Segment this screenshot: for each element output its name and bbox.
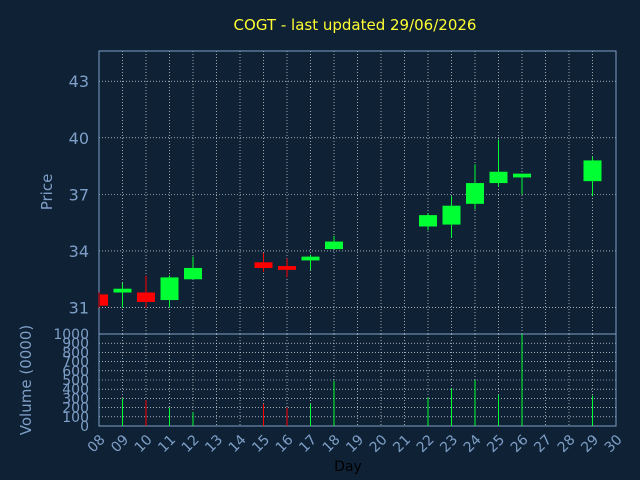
day-tick-label: 15 [249,432,273,456]
day-tick-label: 13 [202,432,226,456]
candle-body [419,215,437,227]
day-tick-label: 25 [484,432,508,456]
day-tick-label: 18 [320,432,344,456]
volume-grid [98,333,617,427]
price-tick-label: 43 [69,72,89,91]
candle-body [100,294,108,306]
volume-tick-label: 600 [62,364,89,380]
day-tick-label: 22 [414,432,438,456]
volume-tick-label: 400 [62,382,89,398]
candles [98,139,602,308]
price-tick-label: 31 [69,299,89,318]
day-tick-label: 08 [85,432,109,456]
candle-body [513,173,531,178]
volume-tick-label: 800 [62,345,89,361]
day-tick-label: 24 [461,432,485,456]
price-tick-label: 37 [69,185,89,204]
volume-tick-label: 100 [62,410,89,426]
candle-body [489,171,508,184]
day-tick-label: 27 [531,432,555,456]
day-tick-label: 29 [578,432,602,456]
day-axis: 08 09 10 11 12 13 14 15 16 17 18 19 20 21 22 23 24 25 26 27… [85,432,626,456]
candle-body [184,267,202,280]
day-tick-label: 10 [132,432,156,456]
candle-body [160,277,179,301]
volume-tick-label: 900 [62,336,89,352]
day-tick-label: 16 [273,432,297,456]
volume-tick-label: 300 [62,391,89,407]
candle-body [254,262,273,268]
price-axis-label: Price [38,174,56,211]
day-tick-label: 12 [179,432,203,456]
day-tick-label: 19 [343,432,367,456]
chart-title: COGT - last updated 29/06/2026 [234,16,477,34]
day-tick-label: 17 [296,432,320,456]
volume-tick-label: 1000 [53,327,89,343]
day-tick-label: 30 [602,432,626,456]
price-tick-label: 40 [69,129,89,148]
day-tick-label: 21 [390,432,414,456]
candle-body [301,256,320,261]
volume-tick-label: 500 [62,373,89,389]
day-axis-label: Day [334,459,362,475]
candle-body [583,160,602,182]
day-tick-label: 23 [437,432,461,456]
day-tick-label: 26 [508,432,532,456]
day-tick-label: 28 [555,432,579,456]
volume-tick-label: 700 [62,355,89,371]
candle-body [113,288,132,293]
candle-body [278,266,296,270]
day-tick-label: 20 [367,432,391,456]
volume-tick-label: 200 [62,401,89,417]
volume-tick-label: 0 [80,419,89,435]
volume-bars [122,334,593,426]
candle-body [466,183,484,204]
price-tick-label: 34 [69,242,89,261]
volume-axis-label: Volume (0000) [17,325,35,435]
day-tick-label: 14 [226,432,250,456]
day-tick-label: 11 [155,432,179,456]
candle-body [137,292,155,302]
price-axis: 31 34 37 40 43 [69,72,89,317]
candle-body [442,205,461,225]
volume-panel-frame [98,333,617,427]
candle-body [325,241,343,250]
day-tick-label: 09 [108,432,132,456]
